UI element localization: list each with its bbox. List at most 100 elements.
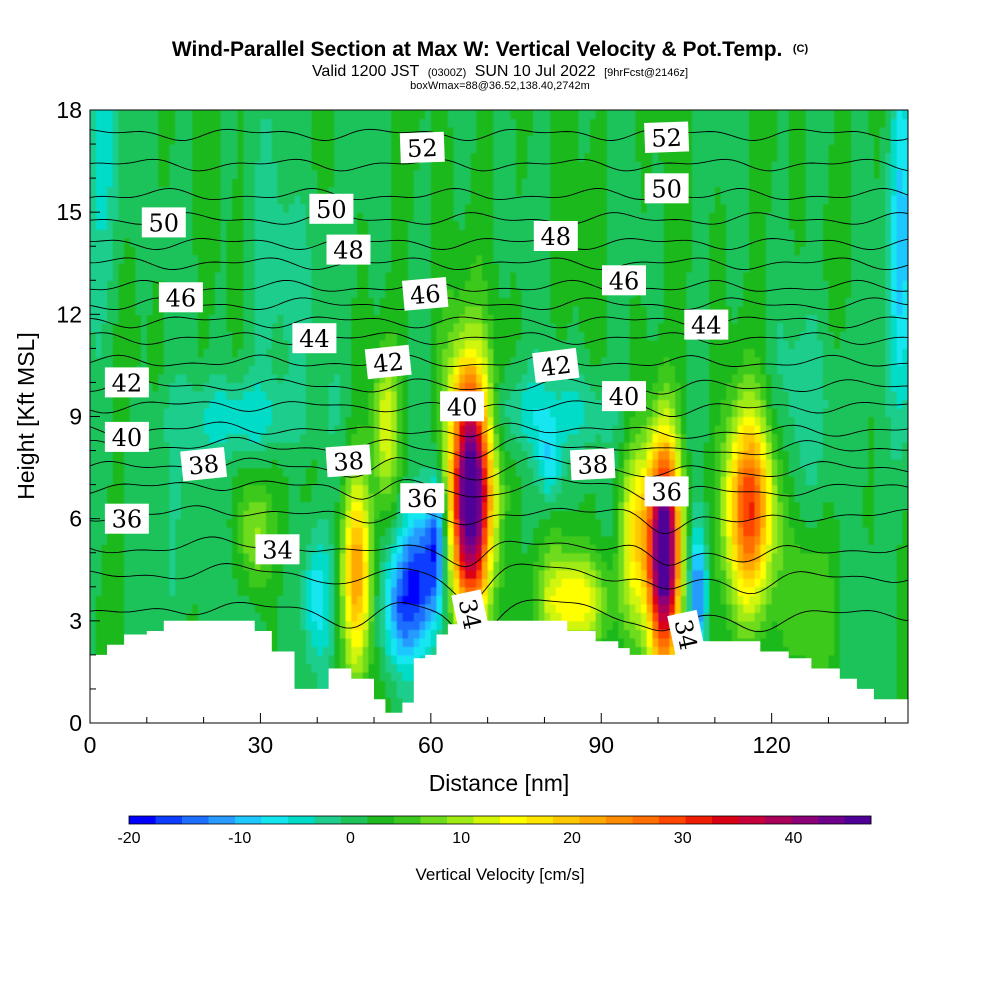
velocity-cell — [544, 442, 551, 452]
velocity-cell — [129, 544, 137, 554]
velocity-cell — [436, 586, 443, 596]
velocity-cell — [362, 425, 369, 435]
velocity-cell — [271, 493, 279, 503]
velocity-cell — [436, 544, 443, 554]
velocity-cell — [152, 544, 159, 554]
velocity-cell — [805, 569, 813, 579]
velocity-cell — [788, 620, 795, 630]
velocity-cell — [277, 646, 284, 656]
velocity-cell — [504, 501, 511, 511]
velocity-cell — [124, 629, 131, 639]
velocity-cell — [658, 646, 665, 656]
velocity-cell — [800, 646, 807, 656]
velocity-cell — [618, 493, 625, 503]
velocity-cell — [748, 527, 756, 537]
velocity-cell — [902, 442, 908, 452]
velocity-cell — [101, 637, 108, 647]
velocity-cell — [510, 535, 517, 545]
velocity-cell — [658, 595, 665, 605]
velocity-cell — [391, 459, 398, 469]
velocity-cell — [788, 527, 795, 537]
velocity-cell — [828, 476, 835, 486]
velocity-cell — [396, 544, 404, 554]
velocity-cell — [817, 569, 824, 579]
velocity-cell — [612, 535, 619, 545]
velocity-cell — [533, 535, 540, 545]
velocity-cell — [720, 518, 727, 528]
velocity-cell — [430, 603, 438, 613]
velocity-cell — [765, 569, 773, 579]
velocity-cell — [527, 578, 534, 588]
velocity-cell — [402, 518, 409, 528]
velocity-cell — [601, 561, 608, 571]
velocity-cell — [754, 561, 761, 571]
velocity-cell — [237, 476, 244, 486]
velocity-cell — [521, 442, 528, 452]
velocity-cell — [760, 484, 767, 494]
velocity-cell — [339, 646, 347, 656]
velocity-cell — [385, 654, 392, 664]
velocity-cell — [709, 450, 716, 460]
velocity-cell — [180, 535, 188, 545]
velocity-cell — [555, 535, 563, 545]
velocity-cell — [95, 578, 102, 588]
velocity-cell — [595, 433, 602, 443]
velocity-cell — [266, 442, 273, 452]
velocity-cell — [356, 637, 364, 647]
velocity-cell — [288, 501, 296, 511]
velocity-cell — [163, 612, 171, 622]
velocity-cell — [879, 561, 886, 571]
velocity-cell — [652, 459, 659, 469]
velocity-cell — [470, 561, 477, 571]
velocity-cell — [856, 603, 864, 613]
velocity-cell — [658, 459, 665, 469]
velocity-cell — [232, 518, 239, 528]
velocity-cell — [402, 697, 409, 707]
velocity-cell — [305, 612, 313, 622]
velocity-cell — [152, 586, 159, 596]
velocity-cell — [163, 467, 171, 477]
velocity-cell — [550, 595, 557, 605]
velocity-cell — [885, 433, 892, 443]
velocity-cell — [396, 484, 404, 494]
velocity-cell — [788, 535, 795, 545]
velocity-cell — [868, 433, 875, 443]
velocity-cell — [788, 578, 795, 588]
velocity-cell — [277, 442, 284, 452]
velocity-cell — [896, 578, 903, 588]
velocity-cell — [481, 501, 489, 511]
velocity-cell — [220, 527, 227, 537]
velocity-cell — [538, 459, 546, 469]
velocity-cell — [743, 442, 750, 452]
velocity-cell — [589, 620, 597, 630]
velocity-cell — [504, 612, 511, 622]
velocity-cell — [794, 442, 801, 452]
velocity-cell — [902, 586, 908, 596]
velocity-cell — [902, 484, 908, 494]
velocity-cell — [720, 510, 727, 520]
velocity-cell — [538, 603, 546, 613]
velocity-cell — [334, 654, 341, 664]
velocity-cell — [584, 518, 591, 528]
velocity-cell — [572, 425, 580, 435]
velocity-cell — [652, 527, 659, 537]
velocity-cell — [885, 442, 892, 452]
velocity-cell — [805, 493, 813, 503]
velocity-cell — [714, 510, 722, 520]
velocity-cell — [379, 467, 386, 477]
velocity-cell — [731, 442, 739, 452]
velocity-cell — [805, 629, 813, 639]
velocity-cell — [811, 527, 818, 537]
velocity-cell — [538, 442, 546, 452]
velocity-cell — [538, 569, 546, 579]
velocity-cell — [499, 527, 506, 537]
velocity-cell — [584, 561, 591, 571]
velocity-cell — [442, 518, 449, 528]
velocity-cell — [396, 527, 404, 537]
velocity-cell — [317, 578, 324, 588]
velocity-cell — [124, 467, 131, 477]
velocity-cell — [351, 518, 358, 528]
velocity-cell — [794, 527, 801, 537]
velocity-cell — [658, 552, 665, 562]
velocity-cell — [589, 433, 597, 443]
